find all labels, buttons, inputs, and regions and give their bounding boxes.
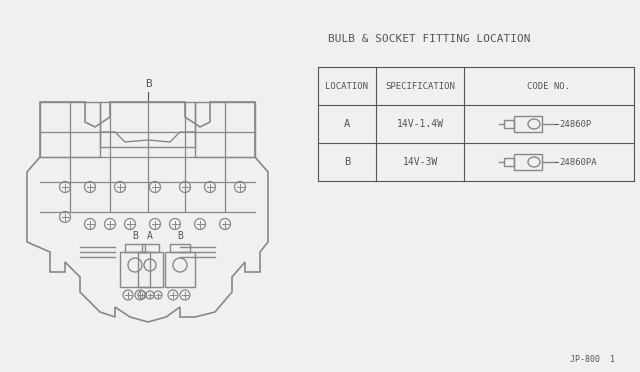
Bar xyxy=(170,244,190,252)
Text: A: A xyxy=(147,231,153,241)
Bar xyxy=(504,120,514,128)
Bar xyxy=(514,154,542,170)
Text: SPECIFICATION: SPECIFICATION xyxy=(385,81,455,90)
Bar xyxy=(514,116,542,132)
Text: 24860PA: 24860PA xyxy=(559,157,596,167)
Bar xyxy=(138,252,163,287)
Text: B: B xyxy=(132,231,138,241)
Text: B: B xyxy=(177,231,183,241)
Text: JP-800  1: JP-800 1 xyxy=(570,355,615,364)
Bar xyxy=(100,102,195,147)
Bar xyxy=(125,244,145,252)
Text: 14V-3W: 14V-3W xyxy=(403,157,438,167)
Bar xyxy=(142,244,159,252)
Text: A: A xyxy=(344,119,350,129)
Bar xyxy=(40,102,100,157)
Bar xyxy=(504,158,514,166)
Text: LOCATION: LOCATION xyxy=(326,81,369,90)
Bar xyxy=(195,102,255,157)
Bar xyxy=(165,252,195,287)
Text: CODE NO.: CODE NO. xyxy=(527,81,570,90)
Text: 24860P: 24860P xyxy=(559,119,591,128)
Text: 14V-1.4W: 14V-1.4W xyxy=(397,119,444,129)
Text: B: B xyxy=(344,157,350,167)
Bar xyxy=(120,252,150,287)
Text: B: B xyxy=(145,79,152,89)
Text: BULB & SOCKET FITTING LOCATION: BULB & SOCKET FITTING LOCATION xyxy=(328,34,531,44)
